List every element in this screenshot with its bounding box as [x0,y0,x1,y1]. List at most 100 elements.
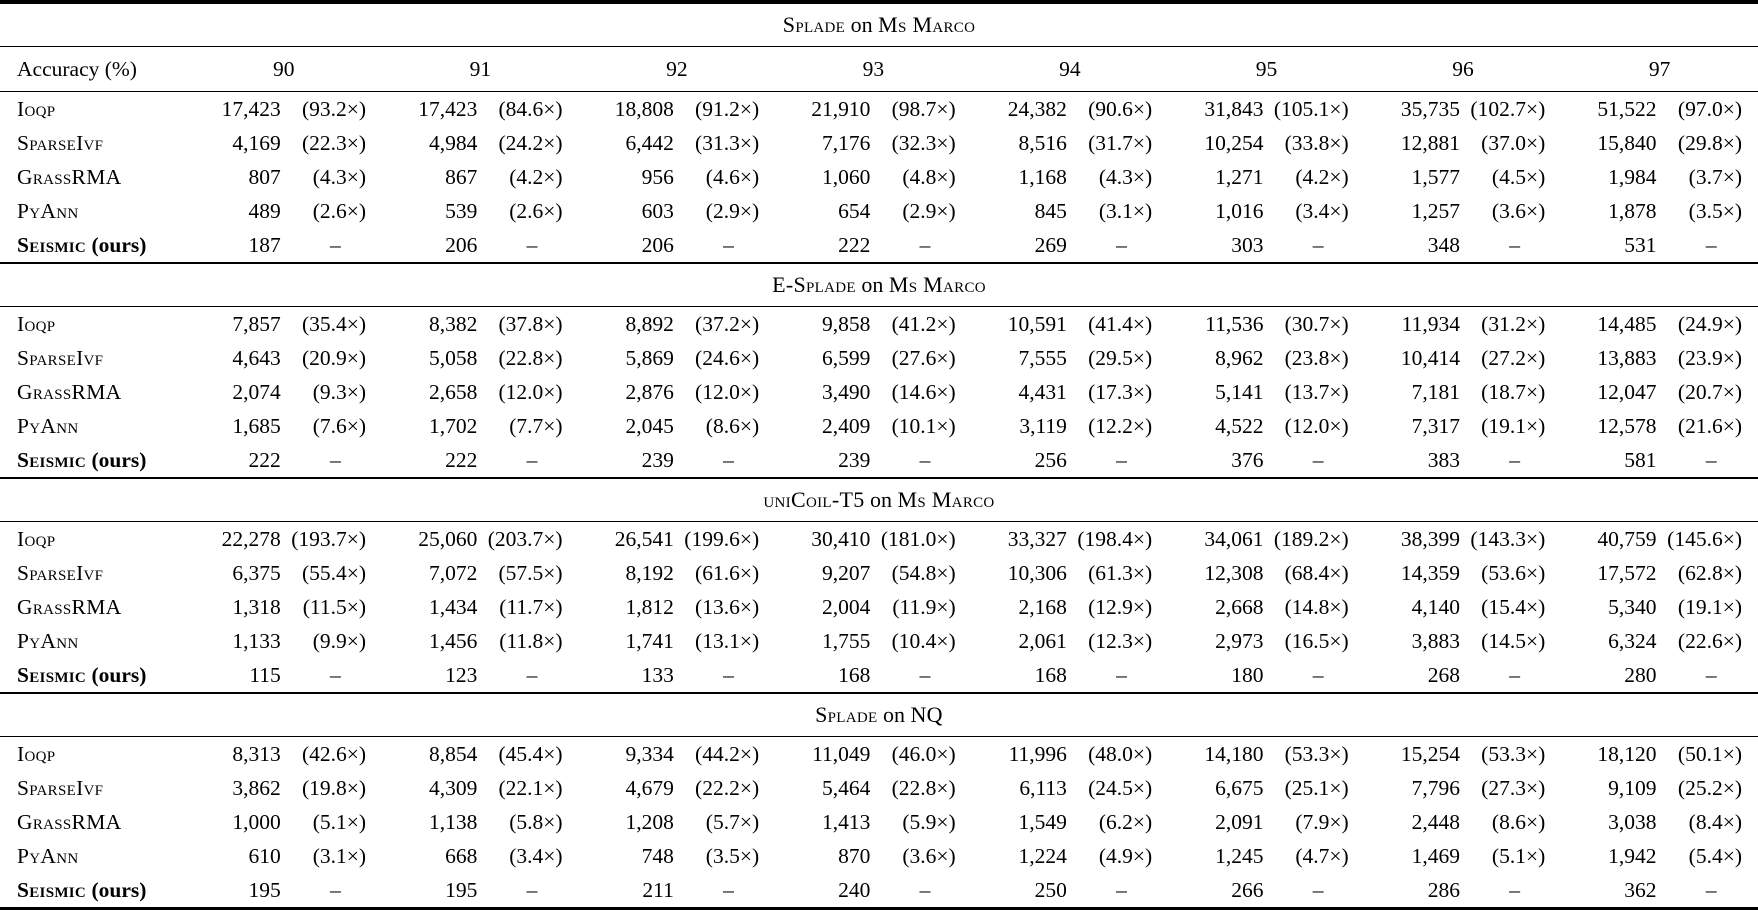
latency-value: 3,883 [1411,628,1460,653]
table-row: PyAnn 1,685 (7.6×) 1,702 (7.7×) 2,045 (8.6×) 2… [0,409,1758,443]
latency-value: 1,413 [822,809,871,834]
method-name: SparseIvf [17,345,104,370]
method-suffix: (ours) [86,662,147,687]
latency-value: 6,599 [822,345,871,370]
method-name: Ioqp [17,96,56,121]
latency-value: 21,910 [811,96,871,121]
speedup-value: (11.9×) [892,594,956,619]
latency-value: 280 [1624,662,1657,687]
latency-value: 4,140 [1411,594,1460,619]
speedup-value: (57.5×) [498,560,563,585]
latency-value: 206 [445,232,478,257]
speedup-value: (13.6×) [695,594,760,619]
latency-value: 14,485 [1597,311,1657,336]
method-label: PyAnn [0,624,186,658]
latency-value: 362 [1624,877,1657,902]
latency-value: 2,168 [1018,594,1067,619]
speedup-value: – [1705,447,1717,472]
latency-value: 17,572 [1597,560,1657,585]
speedup-value: (29.5×) [1088,345,1153,370]
table-row: Seismic (ours) 222 – 222 – 239 – 239 – 256 – 376 – 3… [0,443,1758,478]
speedup-value: – [1312,447,1324,472]
latency-value: 10,414 [1400,345,1460,370]
latency-value: 7,555 [1018,345,1067,370]
latency-value: 748 [641,843,674,868]
latency-value: 2,448 [1411,809,1460,834]
latency-value: 1,456 [428,628,478,653]
latency-value: 7,317 [1411,413,1460,438]
latency-value: 187 [248,232,281,257]
speedup-value: (53.6×) [1481,560,1546,585]
speedup-value: (12.0×) [498,379,563,404]
method-label: SparseIvf [0,556,186,590]
latency-value: 168 [1034,662,1067,687]
table-row: Seismic (ours) 115 – 123 – 133 – 168 – 168 – 180 – 2… [0,658,1758,693]
latency-value: 15,254 [1400,741,1460,766]
latency-value: 206 [641,232,674,257]
table-row: SparseIvf 4,169 (22.3×) 4,984 (24.2×) 6,442 (… [0,126,1758,160]
latency-value: 1,878 [1608,198,1657,223]
speedup-value: – [1116,232,1127,257]
speedup-value: (19.1×) [1677,594,1742,619]
speedup-value: (29.8×) [1677,130,1742,155]
speedup-value: – [919,877,931,902]
section-header-row: E-Splade on Ms Marco [0,262,1758,307]
latency-value: 1,318 [232,594,281,619]
speedup-value: (22.2×) [695,775,760,800]
speedup-value: (19.1×) [1481,413,1546,438]
latency-value: 2,004 [822,594,871,619]
latency-value: 11,049 [812,741,871,766]
latency-value: 256 [1034,447,1067,472]
latency-value: 33,327 [1007,526,1067,551]
latency-value: 668 [445,843,478,868]
speedup-value: (62.8×) [1677,560,1742,585]
latency-value: 3,038 [1608,809,1657,834]
speedup-value: (19.8×) [301,775,367,800]
latency-value: 7,796 [1411,775,1460,800]
speedup-value: – [1705,232,1717,257]
speedup-value: (20.7×) [1677,379,1742,404]
speedup-value: (9.9×) [312,628,367,653]
latency-value: 5,869 [625,345,674,370]
section-title-dataset: Ms Marco [878,12,976,37]
latency-value: 3,119 [1019,413,1067,438]
table-row: GrassRMA 1,318 (11.5×) 1,434 (11.7×) 1,812 (1… [0,590,1758,624]
speedup-value: (98.7×) [891,96,956,121]
latency-value: 4,984 [428,130,478,155]
accuracy-col-header: 96 [1364,46,1562,92]
speedup-value: (48.0×) [1088,741,1153,766]
speedup-value: (189.2×) [1273,526,1349,551]
speedup-value: (25.2×) [1677,775,1742,800]
speedup-value: (12.3×) [1088,628,1153,653]
speedup-value: (198.4×) [1077,526,1153,551]
speedup-value: (42.6×) [301,741,367,766]
section-title: E-Splade on Ms Marco [0,262,1758,307]
speedup-value: (7.9×) [1295,809,1349,834]
speedup-value: (41.2×) [891,311,956,336]
section-header-row: Splade on Ms Marco [0,2,1758,47]
method-label: PyAnn [0,839,186,873]
speedup-value: (10.1×) [891,413,956,438]
latency-value: 1,812 [625,594,674,619]
method-label: Ioqp [0,522,186,557]
speedup-value: – [1312,877,1324,902]
latency-value: 8,854 [428,741,478,766]
speedup-value: (24.9×) [1677,311,1742,336]
latency-value: 2,091 [1215,809,1264,834]
speedup-value: – [1116,447,1127,472]
method-label: Seismic (ours) [0,658,186,693]
method-name: GrassRMA [17,809,122,834]
speedup-value: – [526,447,538,472]
speedup-value: (93.2×) [301,96,367,121]
method-name: Seismic [17,877,87,902]
latency-value: 51,522 [1597,96,1657,121]
table-row: Ioqp 17,423 (93.2×) 17,423 (84.6×) 18,808 (91… [0,92,1758,127]
section-title: uniCoil-T5 on Ms Marco [0,477,1758,522]
latency-value: 8,516 [1018,130,1067,155]
speedup-value: (203.7×) [487,526,563,551]
latency-value: 26,541 [614,526,674,551]
speedup-value: (4.3×) [1098,164,1153,189]
speedup-value: – [723,232,734,257]
latency-value: 40,759 [1597,526,1657,551]
speedup-value: (3.5×) [705,843,760,868]
